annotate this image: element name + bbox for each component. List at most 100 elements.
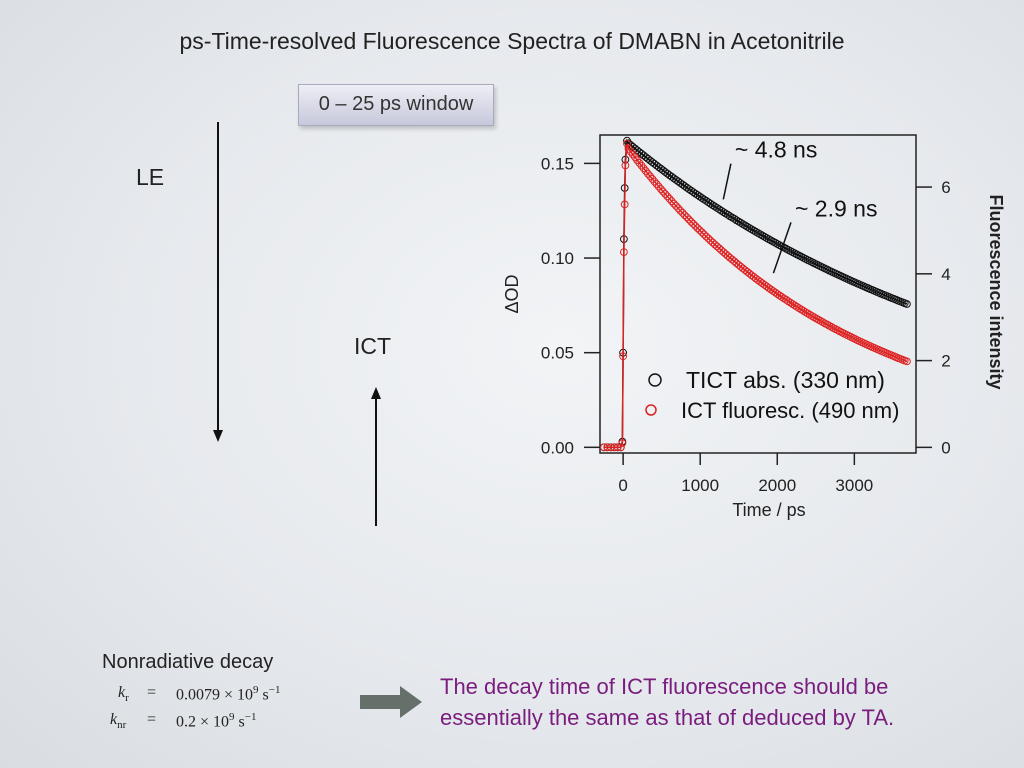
data-point: [728, 213, 737, 222]
data-point: [719, 248, 728, 257]
data-point: [674, 204, 683, 213]
data-point: [788, 300, 797, 308]
data-point: [650, 177, 659, 186]
left-axis: 0.00 0.05 0.10 0.15: [541, 154, 600, 457]
data-point: [676, 206, 685, 215]
kr-value: 0.0079 × 109 s−1: [176, 684, 281, 704]
down-arrow-icon: [213, 122, 223, 442]
annotation-label-2: ~ 2.9 ns: [795, 195, 877, 221]
conclusion-line-2: essentially the same as that of deduced …: [440, 705, 895, 730]
data-point: [721, 209, 730, 218]
data-point: [620, 248, 628, 257]
right-axis: 0 2 4 6: [916, 178, 951, 457]
y2-tick-label: 4: [941, 265, 950, 284]
y2-tick-label: 6: [941, 178, 950, 197]
y-tick-label: 0.15: [541, 154, 574, 173]
data-point: [616, 443, 625, 452]
data-point: [801, 308, 810, 317]
data-point: [691, 222, 700, 230]
data-point: [665, 194, 674, 203]
series-layer: [600, 136, 911, 452]
data-point: [799, 306, 808, 315]
kr-symbol: kr: [118, 684, 129, 705]
data-point: [678, 208, 687, 217]
x-tick-label: 0: [618, 476, 627, 495]
y2-tick-label: 0: [941, 438, 950, 457]
data-point: [795, 304, 803, 313]
data-point: [652, 180, 661, 188]
data-point: [782, 244, 791, 253]
data-point: [827, 323, 836, 331]
slide-title: ps-Time-resolved Fluorescence Spectra of…: [179, 28, 845, 54]
data-point: [739, 220, 747, 228]
window-label-box: [298, 84, 494, 126]
data-point: [734, 217, 743, 226]
data-point: [644, 169, 652, 178]
data-point: [619, 352, 628, 361]
data-point: [803, 309, 812, 318]
right-arrow-icon: [360, 686, 422, 718]
data-point: [715, 205, 724, 214]
data-point: [903, 357, 911, 366]
data-point: [639, 164, 648, 173]
y2-axis-label: Fluorescence intensity: [986, 194, 1006, 389]
data-point: [760, 232, 769, 241]
data-point: [620, 200, 629, 209]
x-tick-label: 2000: [758, 476, 796, 495]
data-point: [797, 252, 806, 261]
data-point: [715, 244, 724, 253]
data-point: [623, 139, 631, 148]
nonradiative-decay-label: Nonradiative decay: [102, 651, 274, 673]
data-point: [786, 298, 795, 307]
data-point: [667, 197, 676, 206]
data-point: [797, 305, 806, 314]
knr-value: 0.2 × 109 s−1: [176, 711, 257, 731]
data-point: [713, 204, 721, 212]
data-point: [618, 439, 627, 447]
data-point: [732, 216, 741, 225]
y-tick-label: 0.05: [541, 344, 574, 363]
chart-legend: TICT abs. (330 nm) ICT fluoresc. (490 nm…: [645, 367, 899, 423]
data-point: [717, 246, 726, 255]
data-point: [702, 232, 711, 241]
data-point: [689, 220, 698, 228]
data-point: [805, 310, 814, 319]
data-point: [726, 212, 734, 221]
data-point: [782, 295, 791, 304]
data-point: [704, 234, 713, 243]
data-point: [659, 187, 667, 196]
conclusion-text: The decay time of ICT fluorescence shoul…: [440, 671, 1000, 733]
data-point: [621, 161, 630, 170]
data-point: [657, 185, 665, 193]
data-point: [706, 236, 715, 245]
data-point: [758, 231, 767, 240]
data-point: [816, 317, 825, 325]
annotation-label-1: ~ 4.8 ns: [735, 137, 817, 163]
x-tick-label: 1000: [681, 476, 719, 495]
data-point: [687, 217, 696, 226]
data-point: [745, 224, 754, 232]
data-point: [641, 167, 650, 175]
data-point: [637, 161, 646, 170]
legend-marker-tict: [648, 373, 662, 387]
data-point: [648, 175, 657, 183]
data-point: [780, 294, 788, 303]
window-label: 0 – 25 ps window: [318, 93, 474, 115]
data-point: [736, 218, 745, 227]
data-point: [719, 208, 728, 216]
data-point: [790, 301, 799, 310]
data-point: [698, 194, 706, 202]
y-axis-label: ΔOD: [502, 274, 522, 313]
data-point: [635, 159, 644, 167]
legend-label-tict: TICT abs. (330 nm): [686, 367, 885, 393]
data-point: [812, 314, 821, 323]
data-point: [771, 238, 780, 247]
data-point: [672, 202, 680, 210]
data-point: [764, 235, 773, 244]
data-point: [903, 300, 911, 308]
data-point: [784, 297, 793, 306]
data-point: [708, 201, 717, 209]
le-label: LE: [136, 164, 165, 190]
